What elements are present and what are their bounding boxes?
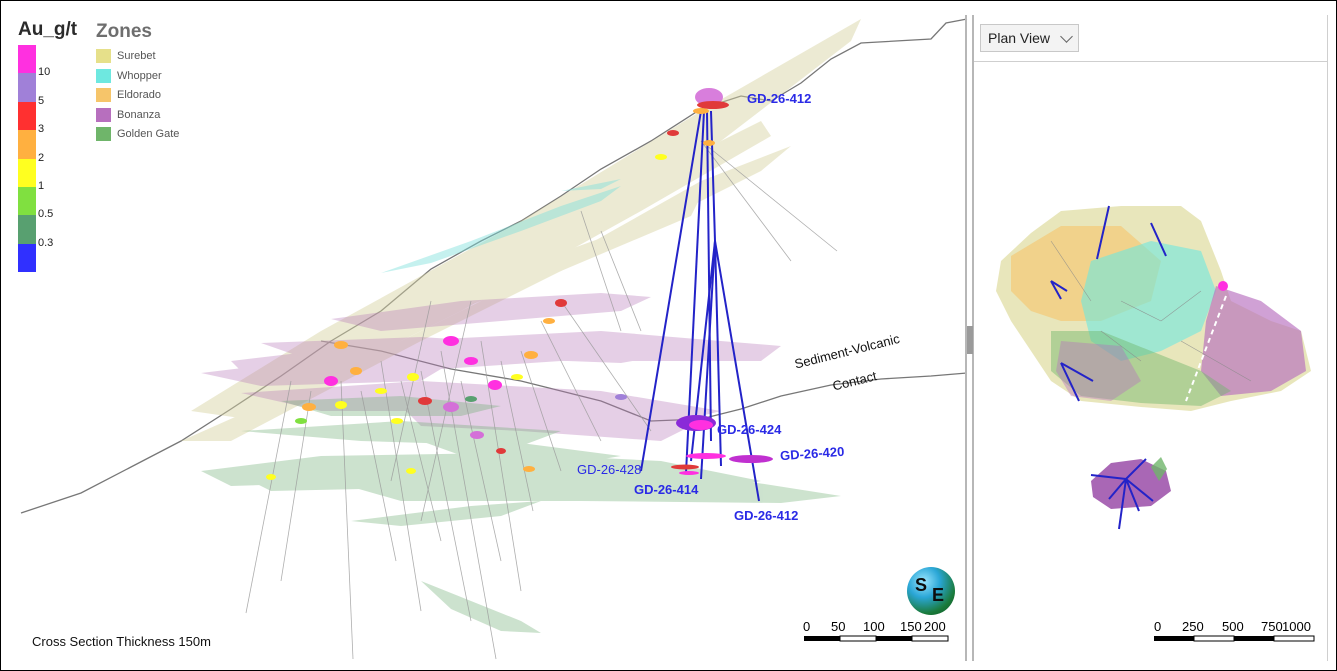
grade-color-segment	[18, 130, 36, 159]
topography-line	[20, 18, 968, 514]
zones-legend-title: Zones	[96, 21, 152, 42]
plan-scale-label: 500	[1222, 619, 1244, 634]
plan-scale-label: 1000	[1282, 619, 1311, 634]
splitter-handle[interactable]	[967, 326, 973, 354]
view-mode-value: Plan View	[988, 30, 1051, 46]
section-scale-label: 150	[900, 619, 922, 634]
golden-gate-zone-shapes	[201, 396, 841, 633]
panel-divider-left[interactable]	[965, 15, 967, 661]
zone-swatch	[96, 88, 111, 102]
whopper-zone-shapes	[381, 179, 621, 273]
section-scale-label: 100	[863, 619, 885, 634]
section-scale-label: 50	[831, 619, 846, 634]
plan-scale-bar	[1154, 635, 1315, 642]
grade-tick-label: 5	[38, 94, 45, 107]
section-scale-bar	[804, 635, 949, 642]
grade-tick-label: 10	[38, 66, 51, 79]
panel-divider-right[interactable]	[972, 15, 974, 661]
section-thickness-note: Cross Section Thickness 150m	[32, 634, 211, 649]
plan-header-divider	[974, 61, 1327, 62]
hole-label-gd-26-414: GD-26-414	[634, 482, 699, 497]
logo-letter-s: S	[915, 575, 928, 595]
grade-tick-label: 2	[38, 151, 45, 164]
grade-color-bar	[18, 45, 36, 272]
zone-label: Bonanza	[117, 108, 161, 121]
plan-panel-border	[1327, 15, 1328, 661]
zone-label: Surebet	[117, 50, 156, 62]
grade-color-segment	[18, 45, 36, 74]
zone-swatch	[96, 49, 111, 63]
grade-color-segment	[18, 101, 36, 131]
assay-intercepts	[266, 88, 773, 480]
zone-swatch	[96, 68, 111, 83]
zone-legend-item: Whopper	[96, 68, 162, 83]
grade-tick-label: 3	[38, 123, 45, 136]
chevron-down-icon	[1060, 30, 1073, 43]
plan-scale-label: 250	[1182, 619, 1204, 634]
zone-label: Eldorado	[117, 89, 162, 101]
grade-color-segment	[18, 158, 36, 187]
grade-tick-label: 0.5	[38, 208, 54, 221]
section-scale-label: 0	[803, 619, 811, 634]
logo-letter-e: E	[932, 585, 945, 605]
hole-label-gd-26-412-bottom: GD-26-412	[734, 508, 799, 523]
plan-scale-label: 750	[1261, 619, 1283, 634]
hole-label-gd-26-424: GD-26-424	[717, 422, 782, 437]
surebet-zone-shapes	[181, 19, 861, 441]
grade-color-segment	[18, 243, 36, 272]
zone-swatch	[96, 107, 111, 122]
zone-label: Whopper	[117, 69, 162, 82]
zone-legend-item: Eldorado	[96, 88, 161, 102]
grey-drill-traces	[245, 140, 838, 660]
plan-view-map	[996, 205, 1311, 530]
zone-legend-item: Bonanza	[96, 107, 161, 122]
section-scale-label: 200	[924, 619, 946, 634]
zone-label: Golden Gate	[117, 128, 180, 140]
view-mode-dropdown[interactable]: Plan View	[980, 24, 1079, 52]
zone-legend-item: Surebet	[96, 49, 156, 63]
grade-legend-title: Au_g/t	[18, 19, 78, 40]
zone-swatch	[96, 127, 111, 141]
grade-color-segment	[18, 73, 36, 102]
grade-tick-label: 0.3	[38, 236, 54, 249]
se-logo: S E	[907, 567, 955, 615]
grade-color-segment	[18, 186, 36, 216]
plan-scale-label: 0	[1154, 619, 1162, 634]
hole-label-gd-26-428: GD-26-428	[577, 462, 642, 477]
zone-legend-item: Golden Gate	[96, 127, 179, 141]
hole-label-gd-26-412-top: GD-26-412	[747, 91, 812, 106]
grade-color-segment	[18, 215, 36, 244]
grade-tick-label: 1	[38, 179, 45, 192]
